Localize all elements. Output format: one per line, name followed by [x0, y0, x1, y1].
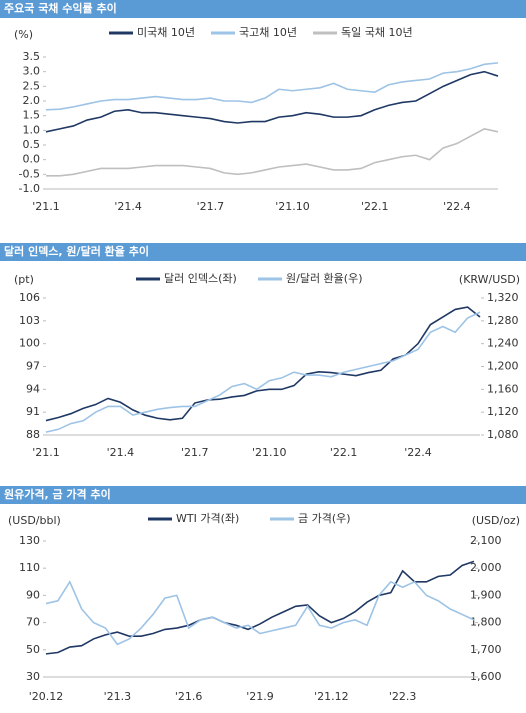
header-bar	[0, 486, 526, 504]
y-tick-label: 88	[26, 428, 40, 441]
y-tick-label: 103	[19, 314, 40, 327]
x-tick-label: '21.7	[197, 200, 225, 213]
legend-label: 원/달러 환율(우)	[286, 272, 363, 285]
legend-label: 독일 국채 10년	[341, 25, 413, 39]
y-tick-label: 91	[26, 405, 40, 418]
x-tick-label: '22.4	[443, 200, 471, 213]
y2-tick-label: 2,000	[470, 561, 502, 574]
y2-axis-label: (USD/oz)	[472, 514, 520, 527]
legend-label: 미국채 10년	[137, 26, 195, 39]
series-line	[45, 311, 481, 433]
y-tick-label: 0.0	[23, 153, 41, 166]
y-tick-label: 106	[19, 291, 40, 304]
x-tick-label: '21.4	[114, 200, 142, 213]
y-tick-label: 130	[19, 534, 40, 547]
series-line	[45, 62, 499, 111]
y-tick-label: 97	[26, 360, 40, 373]
y2-axis-label: (KRW/USD)	[459, 273, 520, 286]
y2-tick-label: 1,200	[487, 360, 519, 373]
series-line	[45, 70, 499, 133]
y2-tick-label: 1,280	[487, 314, 519, 327]
series-line	[45, 306, 481, 422]
x-tick-label: '22.1	[361, 200, 389, 213]
y-tick-label: 2.5	[23, 79, 41, 92]
y-axis-label: (%)	[14, 28, 33, 41]
y-tick-label: 3.5	[23, 50, 41, 63]
series-line	[46, 128, 499, 177]
header-title: 달러 인덱스, 원/달러 환율 추이	[4, 244, 149, 258]
x-tick-label: '21.1	[32, 200, 60, 213]
y2-tick-label: 1,120	[487, 405, 519, 418]
x-tick-label: '21.3	[104, 690, 132, 703]
y-tick-label: -0.5	[19, 167, 40, 180]
y-tick-label: 94	[26, 382, 40, 395]
x-tick-label: '21.10	[275, 200, 310, 213]
y-tick-label: 100	[19, 337, 40, 350]
x-tick-label: '22.3	[389, 690, 417, 703]
y2-tick-label: 1,800	[470, 616, 502, 629]
x-tick-label: '22.1	[330, 446, 358, 459]
series-line	[45, 580, 475, 646]
y-tick-label: 90	[26, 588, 40, 601]
legend-label: 달러 인덱스(좌)	[164, 272, 237, 285]
y-tick-label: 30	[26, 670, 40, 683]
y-tick-label: 110	[19, 561, 40, 574]
x-tick-label: '21.1	[32, 446, 60, 459]
y-tick-label: 2.0	[23, 94, 41, 107]
x-tick-label: '20.12	[29, 690, 64, 703]
y2-tick-label: 1,320	[487, 291, 519, 304]
y-axis-label: (USD/bbl)	[8, 514, 61, 527]
y-tick-label: 3.0	[23, 65, 41, 78]
x-tick-label: '21.9	[246, 690, 274, 703]
y-tick-label: 1.0	[23, 123, 41, 136]
y2-tick-label: 1,160	[487, 382, 519, 395]
legend-label: 금 가격(우)	[298, 512, 351, 525]
y-tick-label: 0.5	[23, 138, 41, 151]
legend-label: 국고채 10년	[239, 26, 297, 39]
series-line	[45, 560, 475, 655]
header-bar	[0, 243, 526, 261]
legend-label: WTI 가격(좌)	[176, 512, 239, 525]
y2-tick-label: 2,100	[470, 534, 502, 547]
y-axis-label: (pt)	[14, 273, 34, 286]
y2-tick-label: 1,240	[487, 337, 519, 350]
y-tick-label: 70	[26, 616, 40, 629]
y-tick-label: 50	[26, 643, 40, 656]
x-tick-label: '21.10	[252, 446, 287, 459]
header-bar	[0, 0, 526, 18]
x-tick-label: '21.7	[181, 446, 209, 459]
x-tick-label: '21.6	[175, 690, 203, 703]
x-tick-label: '21.4	[107, 446, 135, 459]
header-title: 원유가격, 금 가격 추이	[4, 487, 111, 501]
y2-tick-label: 1,600	[470, 670, 502, 683]
x-tick-label: '21.12	[314, 690, 349, 703]
y-tick-label: 1.5	[23, 109, 41, 122]
y2-tick-label: 1,700	[470, 643, 502, 656]
y2-tick-label: 1,900	[470, 588, 502, 601]
header-title: 주요국 국채 수익률 추이	[4, 1, 117, 15]
y-tick-label: -1.0	[19, 182, 40, 195]
y2-tick-label: 1,080	[487, 428, 519, 441]
x-tick-label: '22.4	[404, 446, 432, 459]
